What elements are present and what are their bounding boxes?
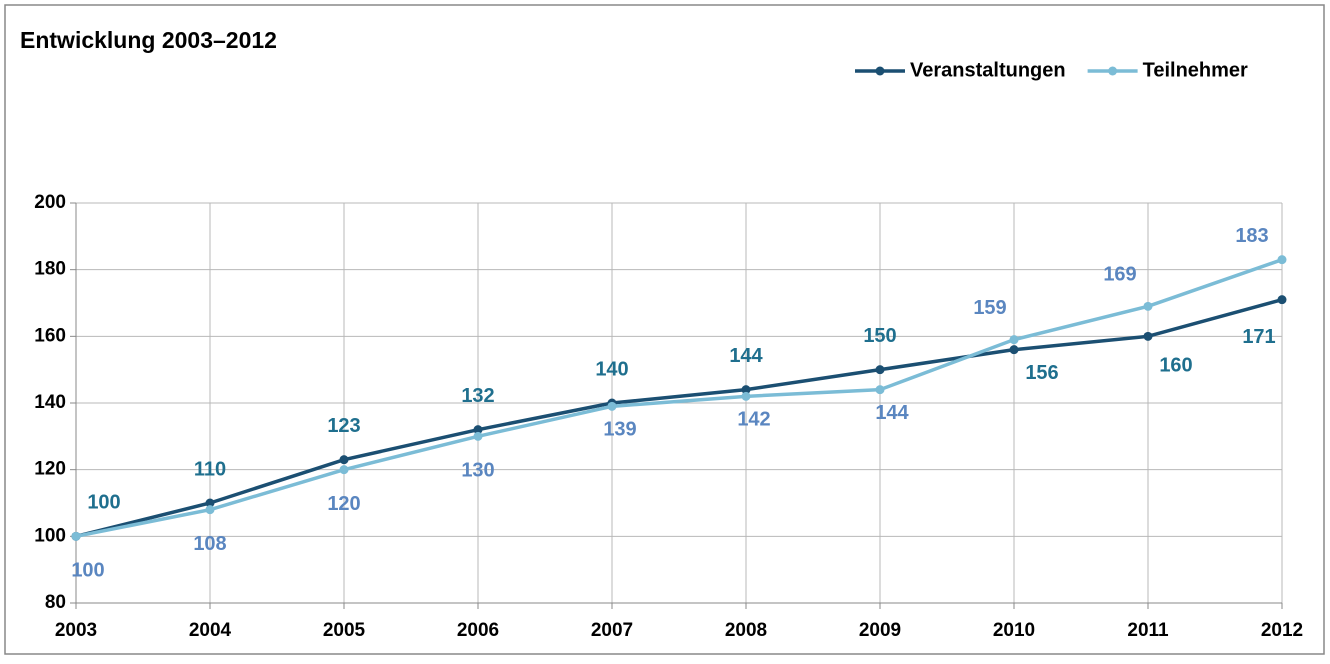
data-point (205, 505, 215, 515)
data-label: 169 (1103, 264, 1136, 286)
data-point (875, 385, 885, 395)
data-label: 156 (1025, 362, 1058, 384)
data-point (1277, 255, 1287, 265)
data-label: 159 (973, 297, 1006, 319)
x-tick-label: 2003 (55, 620, 97, 641)
data-label: 144 (729, 345, 763, 367)
data-label: 132 (461, 385, 494, 407)
data-point (205, 498, 215, 508)
legend-label: Veranstaltungen (910, 59, 1066, 81)
legend-label: Teilnehmer (1143, 59, 1248, 81)
data-point (1277, 295, 1287, 305)
x-tick-label: 2011 (1127, 620, 1169, 641)
data-label: 171 (1242, 326, 1275, 348)
y-tick-label: 180 (34, 259, 66, 280)
data-label: 110 (194, 458, 226, 480)
x-tick-label: 2009 (859, 620, 901, 641)
data-label: 100 (87, 492, 120, 514)
data-point (875, 365, 885, 375)
y-tick-label: 200 (34, 192, 66, 213)
data-point (71, 531, 81, 541)
y-tick-label: 160 (34, 325, 66, 346)
frame (4, 4, 1325, 655)
data-point (1009, 335, 1019, 345)
y-tick-label: 80 (45, 592, 66, 613)
data-point (741, 391, 751, 401)
data-label: 150 (863, 325, 896, 347)
y-tick-label: 120 (34, 459, 66, 480)
x-tick-label: 2004 (189, 620, 232, 641)
data-label: 140 (595, 358, 628, 380)
data-point (473, 431, 483, 441)
data-point (1143, 331, 1153, 341)
data-point (339, 455, 349, 465)
x-tick-label: 2010 (993, 620, 1035, 641)
x-tick-label: 2007 (591, 620, 633, 641)
data-label: 120 (327, 493, 360, 515)
data-label: 108 (193, 533, 226, 555)
data-point (607, 401, 617, 411)
data-label: 142 (737, 409, 770, 431)
data-point (473, 425, 483, 435)
data-point (339, 465, 349, 475)
x-tick-label: 2012 (1261, 620, 1303, 641)
series-line (75, 297, 1283, 539)
data-point (1009, 345, 1019, 355)
data-point (1143, 301, 1153, 311)
x-tick-label: 2006 (457, 620, 499, 641)
data-label: 130 (461, 460, 494, 482)
data-label: 123 (327, 415, 360, 437)
series-line (75, 258, 1283, 539)
chart-title: Entwicklung 2003–2012 (20, 27, 277, 53)
y-tick-label: 100 (34, 525, 66, 546)
data-label: 183 (1235, 225, 1268, 247)
x-tick-label: 2008 (725, 620, 767, 641)
y-tick-label: 140 (34, 392, 66, 413)
data-label: 160 (1159, 355, 1192, 377)
data-point (741, 385, 751, 395)
legend-marker (875, 66, 885, 76)
data-label: 100 (71, 560, 104, 582)
data-label: 139 (603, 419, 636, 441)
x-tick-label: 2005 (323, 620, 366, 641)
data-label: 144 (875, 402, 909, 424)
legend-marker (1108, 66, 1118, 76)
